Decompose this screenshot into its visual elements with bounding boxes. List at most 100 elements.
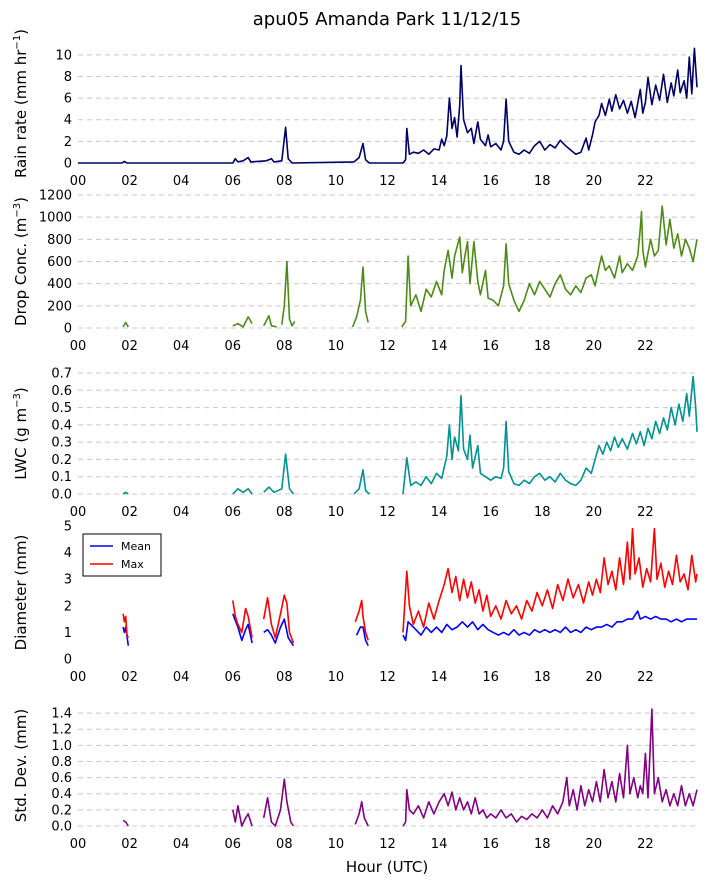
panel-std: 0.0 0.20.40.60.81.01.21.4 00 02 04 06 08 10 12 14… [12,707,698,852]
series-line-std-0-2 [262,778,295,827]
y-tick-label-lwc-7: 0.7 [51,367,72,382]
x-tick-label-lwc-1: 02 [121,505,138,520]
y-tick-label-std-3: 0.6 [51,771,72,786]
x-tick-label-conc-6: 12 [379,339,396,354]
series-line-std-0-1 [232,805,253,827]
x-tick-label-rain-11: 22 [637,174,654,189]
x-tick-label-std-9: 18 [534,837,551,852]
series-line-conc-0-4 [351,266,369,328]
y-tick-label-lwc-6: 0.6 [51,384,72,399]
series-line-diam-max-3 [354,599,369,641]
x-tick-label-diam-9: 18 [534,670,551,685]
y-tick-label-std-7: 1.4 [51,707,72,722]
x-tick-label-diam-4: 08 [276,670,293,685]
x-tick-label-conc-10: 20 [586,339,603,354]
x-tick-label-conc-2: 04 [173,339,190,354]
x-tick-label-std-6: 12 [379,837,396,852]
x-tick-label-rain-5: 10 [328,174,345,189]
y-tick-label-conc-1: 200 [47,299,72,314]
x-tick-label-std-0: 00 [70,837,87,852]
x-tick-label-conc-4: 08 [276,339,293,354]
x-tick-label-std-11: 22 [637,837,654,852]
y-tick-label-lwc-3: 0.3 [51,436,72,451]
x-tick-label-std-1: 02 [121,837,138,852]
x-axis-label: Hour (UTC) [346,858,428,876]
x-tick-label-diam-1: 02 [121,670,138,685]
x-tick-label-lwc-3: 06 [224,505,241,520]
x-tick-label-rain-6: 12 [379,174,396,189]
x-tick-label-std-8: 16 [482,837,499,852]
x-tick-label-lwc-4: 08 [276,505,293,520]
series-line-diam-max-1 [232,600,253,638]
legend-label-max: Max [121,558,144,571]
y-tick-label-rain-1: 2 [64,135,72,150]
y-tick-label-diam-0: 0 [64,653,72,668]
y-tick-label-conc-6: 1200 [39,189,72,204]
x-tick-label-rain-4: 08 [276,174,293,189]
x-tick-label-diam-11: 22 [637,670,654,685]
legend-diam: Mean Max [82,533,162,577]
series-line-diam-mean-2 [263,618,295,647]
x-tick-label-rain-0: 00 [70,174,87,189]
y-axis-label-lwc: LWC (g m−3) [12,387,30,479]
y-tick-label-rain-2: 4 [64,113,72,128]
series-line-diam-mean-3 [355,626,369,647]
x-tick-label-conc-5: 10 [328,339,345,354]
x-tick-label-conc-11: 22 [637,339,654,354]
y-tick-label-lwc-1: 0.1 [51,470,72,485]
y-tick-label-conc-3: 600 [47,255,72,270]
y-tick-label-rain-3: 6 [64,92,72,107]
series-line-conc-0-0 [122,321,129,328]
y-tick-label-std-0: 0.0 [51,820,72,835]
y-tick-label-std-5: 1.0 [51,739,72,754]
x-tick-label-lwc-10: 20 [586,505,603,520]
x-tick-label-std-4: 08 [276,837,293,852]
series-line-lwc-0-2 [263,453,295,495]
y-tick-label-std-2: 0.4 [51,787,72,802]
series-line-std-0-3 [354,801,369,827]
y-tick-label-lwc-0: 0.0 [51,488,72,503]
y-tick-label-conc-0: 0 [64,322,72,337]
x-tick-label-lwc-6: 12 [379,505,396,520]
series-line-rain-0-0 [78,47,698,164]
y-tick-label-conc-2: 400 [47,277,72,292]
x-tick-label-conc-7: 14 [431,339,448,354]
series-line-std-0-4 [402,708,698,827]
x-tick-label-diam-3: 06 [224,670,241,685]
x-tick-label-conc-0: 00 [70,339,87,354]
panel-conc: 0 200 400 600 800 1000 1200 00 02 04 06 08 10 12 14 16 1… [12,189,698,354]
x-tick-label-diam-6: 12 [379,670,396,685]
x-tick-label-diam-7: 14 [431,670,448,685]
x-tick-label-conc-9: 18 [534,339,551,354]
y-tick-label-rain-5: 10 [55,48,72,63]
x-tick-label-std-2: 04 [173,837,190,852]
x-tick-label-lwc-2: 04 [173,505,190,520]
y-axis-label-conc: Drop Conc. (m−3) [12,197,30,326]
y-tick-label-diam-5: 5 [64,520,72,535]
y-tick-label-std-4: 0.8 [51,755,72,770]
x-tick-label-rain-10: 20 [586,174,603,189]
y-tick-label-std-6: 1.2 [51,723,72,738]
series-line-diam-mean-1 [232,613,253,644]
y-tick-label-conc-4: 800 [47,233,72,248]
x-tick-label-rain-8: 16 [482,174,499,189]
series-line-diam-max-0 [122,613,130,639]
y-axis-label-diam: Diameter (mm) [12,535,30,651]
x-tick-label-lwc-5: 10 [328,505,345,520]
y-axis-label-rain: Rain rate (mm hr−1) [12,29,30,178]
series-line-lwc-0-4 [402,375,698,495]
legend-box [82,533,162,577]
x-tick-label-rain-2: 04 [173,174,190,189]
y-tick-label-lwc-2: 0.2 [51,453,72,468]
series-line-lwc-0-1 [232,488,253,495]
series-line-diam-max-4 [402,527,698,633]
series-line-lwc-0-3 [353,469,370,495]
y-tick-label-lwc-5: 0.5 [51,401,72,416]
y-tick-label-rain-4: 8 [64,70,72,85]
x-tick-label-diam-2: 04 [173,670,190,685]
x-tick-label-rain-3: 06 [224,174,241,189]
